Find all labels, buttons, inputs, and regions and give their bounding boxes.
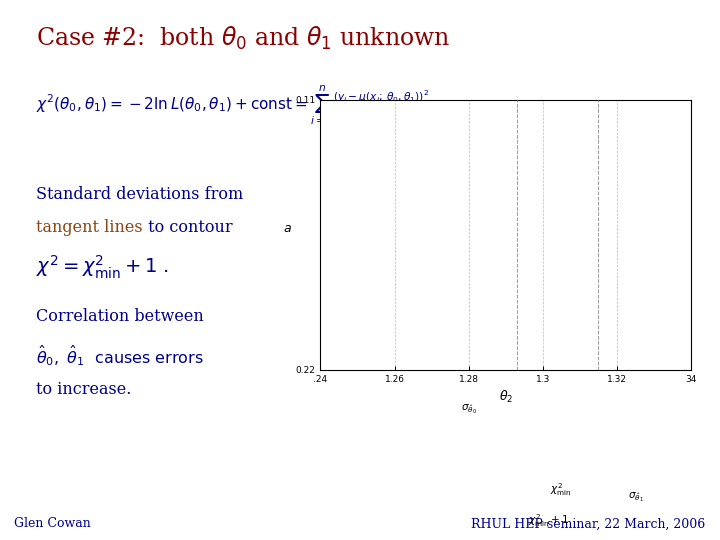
Text: $\chi^2(\theta_0,\theta_1) = -2\ln L(\theta_0,\theta_1)+\mathrm{const} = \sum_{i: $\chi^2(\theta_0,\theta_1) = -2\ln L(\th… xyxy=(36,84,441,127)
Text: Glen Cowan: Glen Cowan xyxy=(14,517,91,530)
Text: $\chi^2 = \chi^2_{\rm min} + 1\ .$: $\chi^2 = \chi^2_{\rm min} + 1\ .$ xyxy=(36,254,169,281)
Text: to contour: to contour xyxy=(143,219,232,235)
Text: RHUL HEP seminar, 22 March, 2006: RHUL HEP seminar, 22 March, 2006 xyxy=(472,517,706,530)
X-axis label: $\theta_2$: $\theta_2$ xyxy=(499,389,513,406)
Text: $\sigma_{\hat{\theta}_0}$: $\sigma_{\hat{\theta}_0}$ xyxy=(462,402,477,416)
Text: to increase.: to increase. xyxy=(36,381,131,397)
Text: $\hat{\theta}_0,\ \hat{\theta}_1$  causes errors: $\hat{\theta}_0,\ \hat{\theta}_1$ causes… xyxy=(36,343,204,368)
Text: Case #2:  both $\theta_0$ and $\theta_1$ unknown: Case #2: both $\theta_0$ and $\theta_1$ … xyxy=(36,24,451,51)
Text: tangent lines: tangent lines xyxy=(36,219,143,235)
Y-axis label: $a$: $a$ xyxy=(283,222,292,235)
Text: $\chi^2_{\rm min}$: $\chi^2_{\rm min}$ xyxy=(550,481,572,497)
Text: Standard deviations from: Standard deviations from xyxy=(36,186,243,203)
Text: $\sigma_{\hat{\theta}_1}$: $\sigma_{\hat{\theta}_1}$ xyxy=(628,491,644,504)
Text: $\chi^2_{\rm min}+1$: $\chi^2_{\rm min}+1$ xyxy=(528,512,569,529)
Text: Correlation between: Correlation between xyxy=(36,308,204,325)
